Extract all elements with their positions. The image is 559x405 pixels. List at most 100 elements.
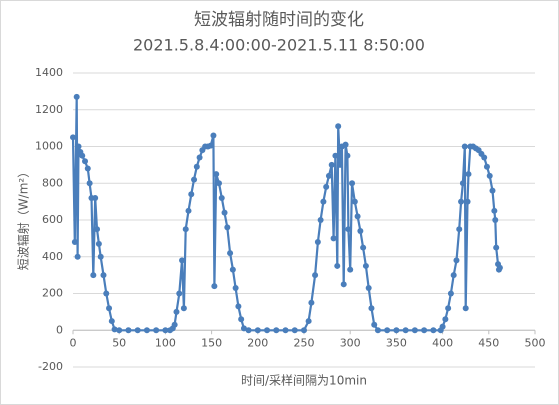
data-point	[84, 165, 91, 172]
data-point	[464, 198, 471, 205]
data-point	[291, 327, 298, 334]
data-point	[347, 266, 354, 273]
data-point	[374, 327, 381, 334]
data-point	[245, 327, 252, 334]
data-point	[73, 93, 80, 100]
y-tick-label: 600	[42, 213, 63, 226]
data-point	[305, 318, 312, 325]
data-point	[86, 180, 93, 187]
x-axis-label: 时间/采样间隔为10min	[241, 373, 367, 388]
x-tick-label: 150	[201, 336, 222, 349]
data-point	[320, 198, 327, 205]
x-tick-label: 0	[70, 336, 77, 349]
data-point	[317, 217, 324, 223]
data-point	[342, 141, 349, 148]
data-point	[215, 180, 222, 187]
data-point	[211, 283, 218, 290]
data-point	[282, 327, 289, 334]
data-point	[462, 305, 469, 312]
data-point	[153, 327, 160, 334]
data-point	[330, 235, 337, 242]
data-point	[328, 161, 335, 168]
data-point	[411, 327, 418, 334]
data-point	[337, 161, 344, 168]
data-point	[332, 152, 339, 159]
data-point	[334, 262, 341, 269]
data-point	[106, 305, 113, 312]
data-point	[357, 228, 364, 235]
data-point	[188, 191, 195, 198]
data-point	[445, 305, 452, 312]
data-point	[227, 250, 234, 257]
data-point	[450, 272, 457, 279]
data-point	[95, 240, 102, 247]
data-point	[179, 257, 186, 264]
data-point	[97, 253, 104, 260]
y-tick-label: 800	[42, 176, 63, 189]
data-point	[491, 207, 498, 214]
data-point	[240, 325, 247, 332]
y-tick-label: 1400	[35, 66, 63, 79]
data-point	[493, 244, 500, 251]
data-point	[447, 290, 454, 297]
data-point	[111, 326, 118, 333]
data-point	[134, 327, 141, 334]
y-axis-label: 短波辐射（W/m²）	[16, 166, 31, 270]
data-point	[176, 290, 183, 297]
data-point	[459, 180, 466, 187]
data-point	[362, 262, 369, 269]
x-tick-label: 300	[340, 336, 361, 349]
data-point	[221, 209, 228, 216]
data-point	[354, 213, 361, 220]
data-point	[125, 327, 132, 334]
data-point	[371, 321, 378, 328]
data-point	[238, 316, 245, 323]
data-point	[162, 327, 169, 334]
data-point	[312, 272, 319, 279]
data-point	[351, 198, 358, 205]
data-point	[439, 323, 446, 330]
data-point	[90, 272, 97, 279]
data-point	[100, 272, 107, 279]
data-point	[345, 226, 352, 233]
data-point	[232, 284, 239, 291]
data-point	[224, 224, 231, 231]
data-point	[323, 183, 330, 190]
data-point	[325, 172, 332, 179]
data-point	[264, 327, 271, 334]
data-point	[442, 316, 449, 323]
data-point	[116, 327, 123, 334]
chart-subtitle: 2021.5.8.4:00:00-2021.5.11 8:50:00	[133, 36, 425, 55]
y-tick-label: 1200	[35, 103, 63, 116]
data-point	[301, 327, 307, 334]
data-point	[213, 171, 220, 178]
data-point	[108, 318, 115, 325]
y-tick-label: -200	[38, 360, 63, 373]
data-point	[185, 207, 192, 214]
data-point	[74, 253, 81, 260]
data-point	[492, 217, 499, 223]
data-point	[430, 327, 437, 334]
data-point	[335, 123, 342, 130]
x-tick-label: 200	[247, 336, 268, 349]
data-point	[344, 152, 351, 159]
data-point	[402, 327, 409, 334]
data-point	[75, 143, 82, 150]
data-point	[171, 321, 178, 328]
x-tick-label: 450	[478, 336, 499, 349]
data-point	[456, 226, 463, 233]
data-point	[340, 281, 347, 288]
data-point	[210, 132, 217, 139]
x-tick-label: 50	[112, 336, 126, 349]
data-point	[94, 226, 101, 233]
data-point	[481, 154, 488, 161]
data-point	[384, 327, 391, 334]
data-point	[193, 163, 200, 170]
data-point	[180, 305, 187, 312]
data-point	[273, 327, 280, 334]
data-point	[173, 308, 180, 315]
data-point	[461, 143, 468, 150]
data-point	[207, 142, 214, 149]
